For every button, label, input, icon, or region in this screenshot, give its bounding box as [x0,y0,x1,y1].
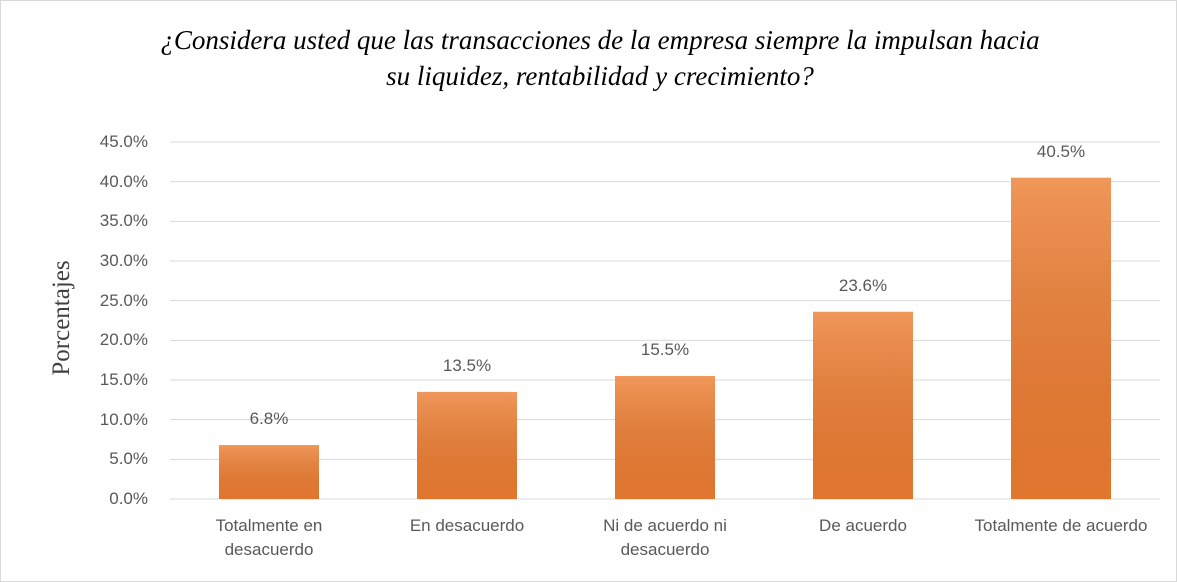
y-tick-label: 0.0% [109,489,148,508]
data-label: 6.8% [249,409,289,429]
data-label: 23.6% [838,275,888,295]
x-tick-label: Ni de acuerdo ni desacuerdo [603,516,727,559]
x-tick-label: Totalmente de acuerdo [974,516,1148,535]
data-label: 40.5% [1036,141,1086,161]
y-tick-label: 10.0% [99,409,148,429]
y-tick-label: 25.0% [99,290,148,310]
y-axis-label: Porcentajes [48,260,75,376]
data-label: 13.5% [442,355,492,375]
data-label: 15.5% [640,340,690,360]
y-tick-label: 5.0% [109,449,148,469]
bar-shade [615,376,715,499]
y-tick-label: 45.0% [99,132,148,151]
y-tick-label: 40.0% [99,171,148,191]
bar-shade [1011,177,1111,499]
bar-shade [219,445,319,499]
y-tick-label: 20.0% [99,330,148,350]
bar-shade [813,311,913,499]
chart-title: ¿Considera usted que las transacciones d… [160,25,1040,91]
x-tick-label: De acuerdo [819,516,907,535]
x-tick-label: Totalmente en desacuerdo [215,516,323,559]
y-tick-label: 15.0% [99,370,148,389]
x-tick-label: En desacuerdo [409,516,525,535]
y-tick-label: 35.0% [99,211,148,231]
y-tick-label: 30.0% [99,251,148,270]
bar-shade [417,391,517,499]
